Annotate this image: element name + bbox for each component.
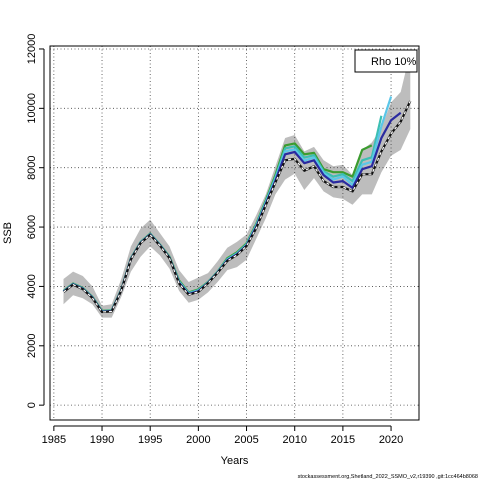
y-tick-label: 2000 xyxy=(26,334,38,358)
confidence-band-layer xyxy=(63,51,411,318)
x-tick-label: 2015 xyxy=(331,434,355,446)
x-tick-label: 2010 xyxy=(282,434,306,446)
legend: Rho 10% xyxy=(354,49,418,73)
grid-layer xyxy=(50,46,419,420)
x-tick-label: 1995 xyxy=(138,434,162,446)
y-tick-label: 8000 xyxy=(26,155,38,179)
confidence-band xyxy=(63,51,411,318)
axis-layer: 1985 1990 1995 2000 2005 2010 2015 2020 0 2000 400… xyxy=(26,34,403,446)
y-tick-label: 0 xyxy=(26,402,38,408)
x-tick-label: 1985 xyxy=(42,434,66,446)
plot-frame xyxy=(49,45,420,421)
footer-note: stockassessment.org,Shetland_2022_SSMO_v… xyxy=(298,474,478,480)
y-axis-title: SSB xyxy=(2,222,14,244)
x-axis-title: Years xyxy=(221,455,249,467)
series-layer xyxy=(62,96,412,314)
x-tick-label: 2005 xyxy=(234,434,258,446)
legend-box xyxy=(354,49,418,73)
y-tick-label: 10000 xyxy=(26,93,38,124)
series-line-4 xyxy=(62,111,402,313)
legend-label: Rho 10% xyxy=(371,56,416,68)
series-line-6 xyxy=(63,100,411,313)
x-tick-label: 2020 xyxy=(379,434,403,446)
x-tick-label: 1990 xyxy=(90,434,114,446)
series-line-3 xyxy=(62,96,393,313)
x-tick-label: 2000 xyxy=(186,434,210,446)
series-line-2 xyxy=(62,115,383,313)
y-tick-label: 12000 xyxy=(26,34,38,65)
series-line-5 xyxy=(62,100,412,314)
y-tick-label: 4000 xyxy=(26,274,38,298)
y-tick-label: 6000 xyxy=(26,215,38,239)
